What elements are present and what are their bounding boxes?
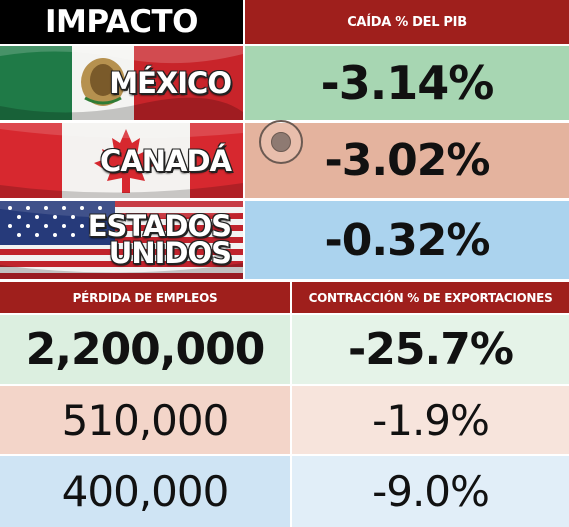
mexico-flag-cell: MÉXICO (0, 46, 243, 120)
gdp-drop-header: CAÍDA % DEL PIB (245, 0, 569, 44)
export-contraction-header: CONTRACCIÓN % DE EXPORTACIONES (292, 282, 569, 313)
export-contraction-mexico: -25.7% (292, 315, 569, 384)
country-label-canada: CANADÁ (100, 144, 232, 178)
country-label-usa: ESTADOS UNIDOS (31, 209, 232, 270)
export-contraction-usa: -9.0% (292, 456, 569, 527)
canada-flag-icon (0, 123, 243, 198)
gdp-value-usa-text: -0.32% (324, 214, 491, 266)
country-label-usa-line2: UNIDOS (108, 236, 232, 270)
mexico-flag-icon (0, 46, 243, 120)
job-loss-usa: 400,000 (0, 456, 290, 527)
gdp-value-canada-text: -3.02% (324, 135, 491, 186)
export-contraction-canada: -1.9% (292, 386, 569, 454)
canada-flag-cell: CANADÁ (0, 123, 243, 198)
job-loss-mexico: 2,200,000 (0, 315, 290, 384)
gdp-value-usa: -0.32% (245, 201, 569, 279)
country-label-usa-line1: ESTADOS (87, 209, 232, 243)
country-label-mexico: MÉXICO (109, 66, 232, 100)
usa-flag-icon (0, 201, 243, 279)
circle-mark-icon (259, 120, 303, 164)
gdp-value-mexico: -3.14% (245, 46, 569, 120)
job-loss-header: PÉRDIDA DE EMPLEOS (0, 282, 290, 313)
title: IMPACTO (0, 0, 243, 44)
job-loss-canada: 510,000 (0, 386, 290, 454)
gdp-value-mexico-text: -3.14% (320, 56, 495, 110)
usa-flag-cell: ESTADOS UNIDOS (0, 201, 243, 279)
